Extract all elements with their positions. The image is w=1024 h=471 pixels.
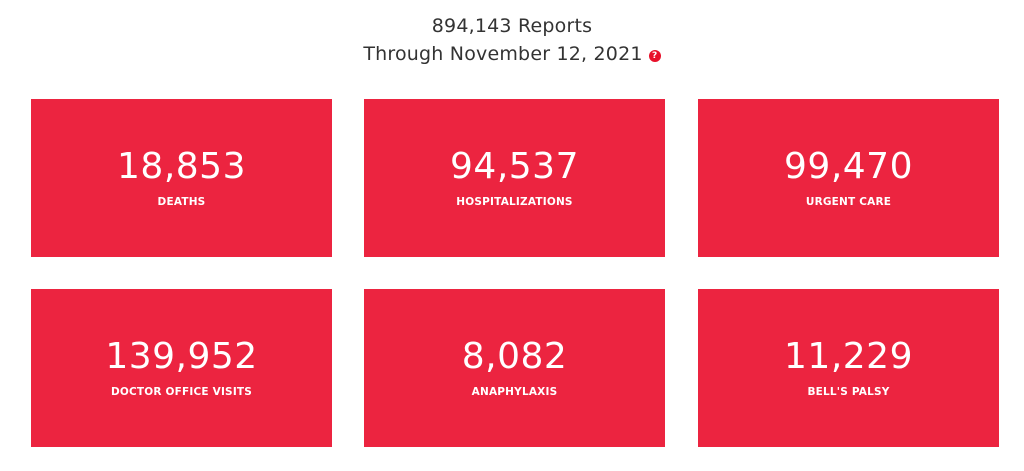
stat-value: 8,082 (461, 336, 568, 377)
report-summary-header: 894,143 Reports Through November 12, 202… (0, 12, 1024, 68)
stat-value: 139,952 (105, 336, 258, 377)
stat-card-anaphylaxis[interactable]: 8,082 ANAPHYLAXIS (364, 289, 665, 447)
stat-card-bells-palsy[interactable]: 11,229 BELL'S PALSY (698, 289, 999, 447)
stat-value: 11,229 (784, 336, 913, 377)
stat-card-doctor-office-visits[interactable]: 139,952 DOCTOR OFFICE VISITS (31, 289, 332, 447)
stat-value: 94,537 (450, 146, 579, 187)
total-reports-count: 894,143 Reports (431, 15, 593, 37)
stat-value: 99,470 (784, 146, 913, 187)
stat-value: 18,853 (117, 146, 246, 187)
stat-card-urgent-care[interactable]: 99,470 URGENT CARE (698, 99, 999, 257)
stat-label: DOCTOR OFFICE VISITS (110, 386, 253, 398)
question-circle-icon[interactable]: ? (648, 49, 661, 62)
stat-card-hospitalizations[interactable]: 94,537 HOSPITALIZATIONS (364, 99, 665, 257)
stat-label: DEATHS (157, 196, 206, 208)
stat-label: HOSPITALIZATIONS (456, 196, 573, 208)
stat-label: ANAPHYLAXIS (471, 386, 558, 398)
stat-card-deaths[interactable]: 18,853 DEATHS (31, 99, 332, 257)
reports-through-date-line: Through November 12, 2021? (0, 40, 1024, 68)
stat-label: URGENT CARE (805, 196, 892, 208)
stat-label: BELL'S PALSY (807, 386, 890, 398)
through-date-text: Through November 12, 2021 (363, 43, 643, 65)
